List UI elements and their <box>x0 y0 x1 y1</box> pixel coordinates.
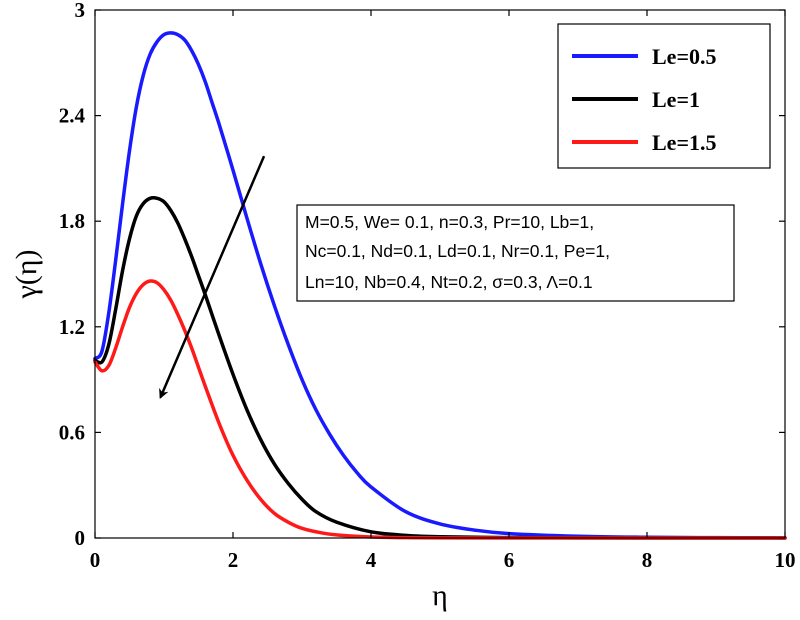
legend-label-2: Le=1 <box>652 87 700 112</box>
x-tick-label-5: 10 <box>775 548 796 572</box>
x-tick-label-3: 6 <box>504 548 515 572</box>
parameter-box: M=0.5, We= 0.1, n=0.3, Pr=10, Lb=1, Nc=0… <box>296 204 735 302</box>
legend-items: Le=0.5 Le=1 Le=1.5 <box>572 44 716 155</box>
y-tick-label-0: 0 <box>75 526 86 550</box>
y-tick-label-3: 1.8 <box>59 209 85 233</box>
parameter-line-2: Nc=0.1, Nd=0.1, Ld=0.1, Nr=0.1, Pe=1, <box>305 241 610 261</box>
parameter-line-3: Ln=10, Nb=0.4, Nt=0.2, σ=0.3, Λ=0.1 <box>305 272 593 292</box>
parameter-line-1: M=0.5, We= 0.1, n=0.3, Pr=10, Lb=1, <box>305 212 594 232</box>
series-line-1 <box>93 31 787 540</box>
x-axis-label: η <box>432 579 448 612</box>
plot-frame <box>94 9 786 539</box>
legend: Le=0.5 Le=1 Le=1.5 <box>557 23 771 169</box>
y-tick-label-2: 1.2 <box>59 315 85 339</box>
trend-arrow <box>159 155 266 400</box>
parameter-box-frame <box>296 204 735 302</box>
series-line-2 <box>93 196 787 540</box>
series-line-3 <box>93 279 787 540</box>
x-tick-label-1: 2 <box>228 548 239 572</box>
y-tick-label-1: 0.6 <box>59 420 85 444</box>
x-tick-label-4: 8 <box>642 548 653 572</box>
y-axis-label: γ(η) <box>10 250 43 300</box>
legend-label-1: Le=0.5 <box>652 44 716 69</box>
x-tick-label-0: 0 <box>90 548 101 572</box>
y-tick-label-5: 3 <box>75 0 86 22</box>
ticks-layer: 0 2 4 6 8 10 0 0.6 1.2 1.8 2.4 3 <box>59 0 796 572</box>
legend-label-3: Le=1.5 <box>652 130 716 155</box>
y-tick-label-4: 2.4 <box>59 104 86 128</box>
x-tick-label-2: 4 <box>366 548 377 572</box>
